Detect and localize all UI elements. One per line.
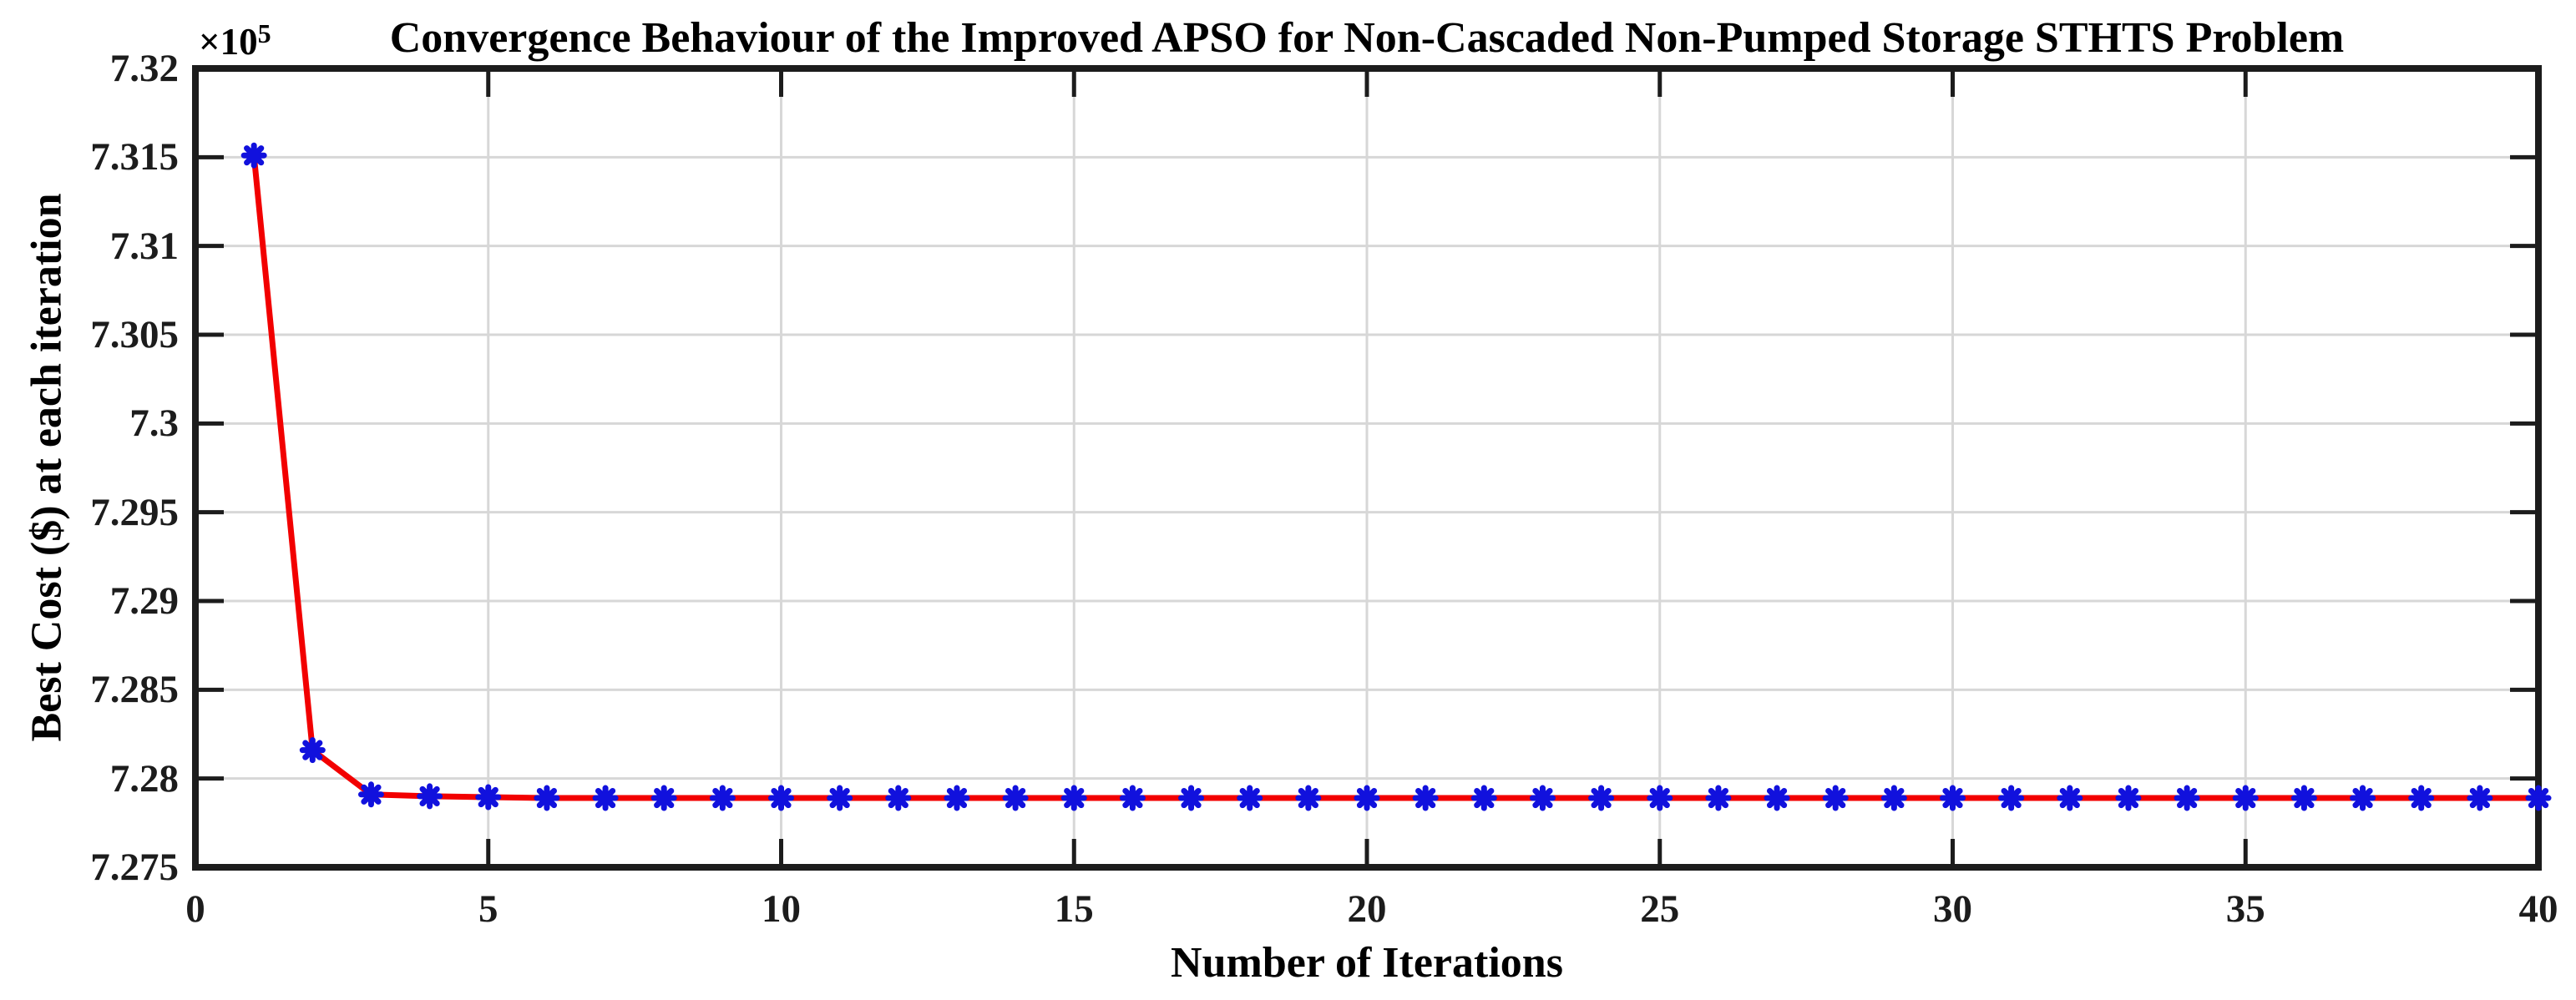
asterisk-marker bbox=[357, 781, 384, 808]
gridlines bbox=[195, 68, 2538, 867]
asterisk-marker bbox=[299, 737, 326, 764]
asterisk-marker bbox=[2057, 785, 2083, 811]
x-tick-label: 5 bbox=[478, 887, 498, 931]
asterisk-marker bbox=[1705, 785, 1732, 811]
asterisk-marker bbox=[650, 785, 677, 811]
asterisk-marker bbox=[1470, 785, 1497, 811]
asterisk-marker bbox=[827, 785, 853, 811]
asterisk-marker bbox=[2467, 785, 2493, 811]
asterisk-marker bbox=[2115, 785, 2142, 811]
asterisk-marker bbox=[1295, 785, 1322, 811]
asterisk-marker bbox=[2290, 785, 2317, 811]
y-axis-multiplier: ×105 bbox=[199, 18, 271, 63]
asterisk-marker bbox=[709, 785, 736, 811]
asterisk-marker bbox=[2525, 785, 2552, 811]
asterisk-marker bbox=[2408, 785, 2435, 811]
series-line bbox=[251, 154, 2538, 801]
asterisk-marker bbox=[2350, 785, 2376, 811]
y-axis-label: Best Cost ($) at each iteration bbox=[23, 193, 71, 742]
x-tick-label: 25 bbox=[1640, 887, 1680, 931]
x-tick-label: 0 bbox=[185, 887, 205, 931]
multiplier-exponent: 5 bbox=[257, 18, 271, 48]
asterisk-marker bbox=[1002, 785, 1029, 811]
y-tick-label: 7.285 bbox=[90, 668, 179, 712]
multiplier-base: ×10 bbox=[199, 21, 258, 63]
x-axis-label: Number of Iterations bbox=[1171, 939, 1563, 987]
y-tick-label: 7.32 bbox=[109, 47, 179, 90]
axis-ticks bbox=[193, 66, 2541, 870]
y-tick-label: 7.3 bbox=[129, 402, 179, 446]
asterisk-marker bbox=[944, 785, 970, 811]
asterisk-marker bbox=[885, 785, 912, 811]
asterisk-marker bbox=[1647, 785, 1673, 811]
chart-title: Convergence Behaviour of the Improved AP… bbox=[389, 14, 2345, 62]
x-tick-label: 40 bbox=[2518, 887, 2558, 931]
plot-border bbox=[192, 65, 2542, 871]
asterisk-marker bbox=[1822, 785, 1849, 811]
y-tick-label: 7.305 bbox=[90, 313, 179, 356]
asterisk-marker bbox=[1529, 785, 1556, 811]
asterisk-marker bbox=[1412, 785, 1439, 811]
asterisk-marker bbox=[1764, 785, 1790, 811]
asterisk-marker bbox=[1998, 785, 2025, 811]
x-tick-label: 20 bbox=[1347, 887, 1387, 931]
asterisk-marker bbox=[240, 142, 267, 169]
y-tick-label: 7.28 bbox=[109, 756, 179, 801]
y-tick-label: 7.29 bbox=[109, 579, 179, 623]
x-tick-label: 15 bbox=[1054, 887, 1094, 931]
series-markers bbox=[240, 142, 2552, 811]
asterisk-marker bbox=[1880, 785, 1907, 811]
y-tick-label: 7.275 bbox=[90, 846, 179, 889]
asterisk-marker bbox=[1178, 785, 1205, 811]
asterisk-marker bbox=[1237, 785, 1263, 811]
asterisk-marker bbox=[1060, 785, 1087, 811]
asterisk-marker bbox=[475, 784, 502, 811]
x-tick-label: 30 bbox=[1933, 887, 1972, 931]
asterisk-marker bbox=[2232, 785, 2259, 811]
asterisk-marker bbox=[417, 783, 443, 810]
asterisk-marker bbox=[1119, 785, 1146, 811]
y-tick-label: 7.295 bbox=[90, 490, 179, 534]
asterisk-marker bbox=[2174, 785, 2200, 811]
asterisk-marker bbox=[768, 785, 794, 811]
x-tick-label: 10 bbox=[762, 887, 801, 931]
asterisk-marker bbox=[1588, 785, 1615, 811]
y-tick-label: 7.31 bbox=[109, 224, 179, 268]
asterisk-marker bbox=[534, 785, 560, 811]
y-tick-label: 7.315 bbox=[90, 135, 179, 179]
asterisk-marker bbox=[592, 785, 619, 811]
asterisk-marker bbox=[1940, 785, 1966, 811]
asterisk-marker bbox=[1354, 785, 1380, 811]
x-tick-label: 35 bbox=[2225, 887, 2265, 931]
